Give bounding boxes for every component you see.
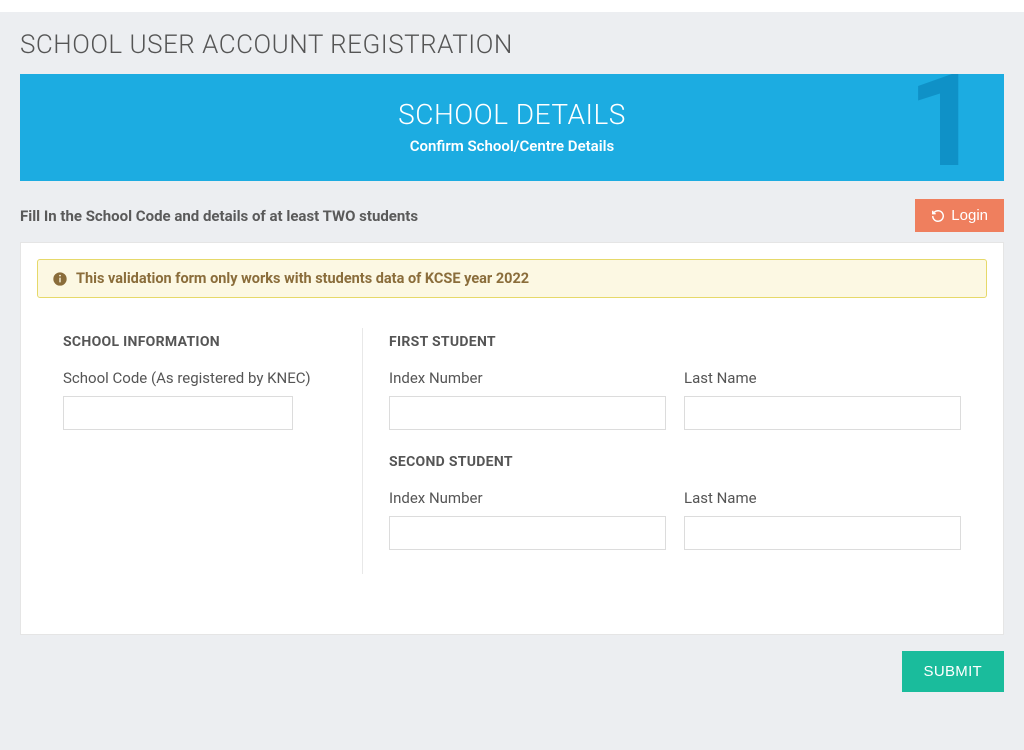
school-info-column: SCHOOL INFORMATION School Code (As regis… [63, 328, 363, 574]
first-student-index-input[interactable] [389, 396, 666, 430]
second-student-row: Index Number Last Name [389, 488, 961, 550]
first-student-lastname-field: Last Name [684, 368, 961, 430]
top-strip [0, 0, 1024, 12]
second-student-lastname-input[interactable] [684, 516, 961, 550]
school-code-input[interactable] [63, 396, 293, 430]
step-number: 1 [907, 74, 982, 181]
first-student-lastname-input[interactable] [684, 396, 961, 430]
first-student-index-label: Index Number [389, 368, 666, 390]
second-student-lastname-field: Last Name [684, 488, 961, 550]
login-button[interactable]: Login [915, 199, 1004, 232]
form-body: SCHOOL INFORMATION School Code (As regis… [37, 328, 987, 574]
first-student-index-field: Index Number [389, 368, 666, 430]
step-banner-title: SCHOOL DETAILS [20, 98, 1004, 131]
first-student-row: Index Number Last Name [389, 368, 961, 430]
first-student-heading: FIRST STUDENT [389, 334, 961, 350]
second-student-index-input[interactable] [389, 516, 666, 550]
instruction-row: Fill In the School Code and details of a… [20, 199, 1004, 232]
page-container: SCHOOL USER ACCOUNT REGISTRATION 1 SCHOO… [0, 12, 1024, 692]
step-banner-subtitle: Confirm School/Centre Details [20, 137, 1004, 155]
submit-button[interactable]: SUBMIT [902, 651, 1004, 692]
submit-row: SUBMIT [20, 651, 1004, 692]
second-student-lastname-label: Last Name [684, 488, 961, 510]
students-column: FIRST STUDENT Index Number Last Name SEC… [363, 328, 961, 574]
school-info-heading: SCHOOL INFORMATION [63, 334, 336, 350]
form-card: This validation form only works with stu… [20, 242, 1004, 635]
second-student-index-field: Index Number [389, 488, 666, 550]
alert-text: This validation form only works with stu… [76, 270, 529, 287]
validation-alert: This validation form only works with stu… [37, 259, 987, 298]
second-student-index-label: Index Number [389, 488, 666, 510]
school-code-label: School Code (As registered by KNEC) [63, 368, 336, 390]
login-button-label: Login [951, 207, 988, 224]
second-student-heading: SECOND STUDENT [389, 454, 961, 470]
step-banner: 1 SCHOOL DETAILS Confirm School/Centre D… [20, 74, 1004, 181]
undo-icon [931, 209, 945, 223]
instruction-text: Fill In the School Code and details of a… [20, 207, 418, 225]
first-student-lastname-label: Last Name [684, 368, 961, 390]
info-icon [52, 271, 68, 287]
school-code-field: School Code (As registered by KNEC) [63, 368, 336, 430]
page-title: SCHOOL USER ACCOUNT REGISTRATION [20, 12, 1004, 74]
